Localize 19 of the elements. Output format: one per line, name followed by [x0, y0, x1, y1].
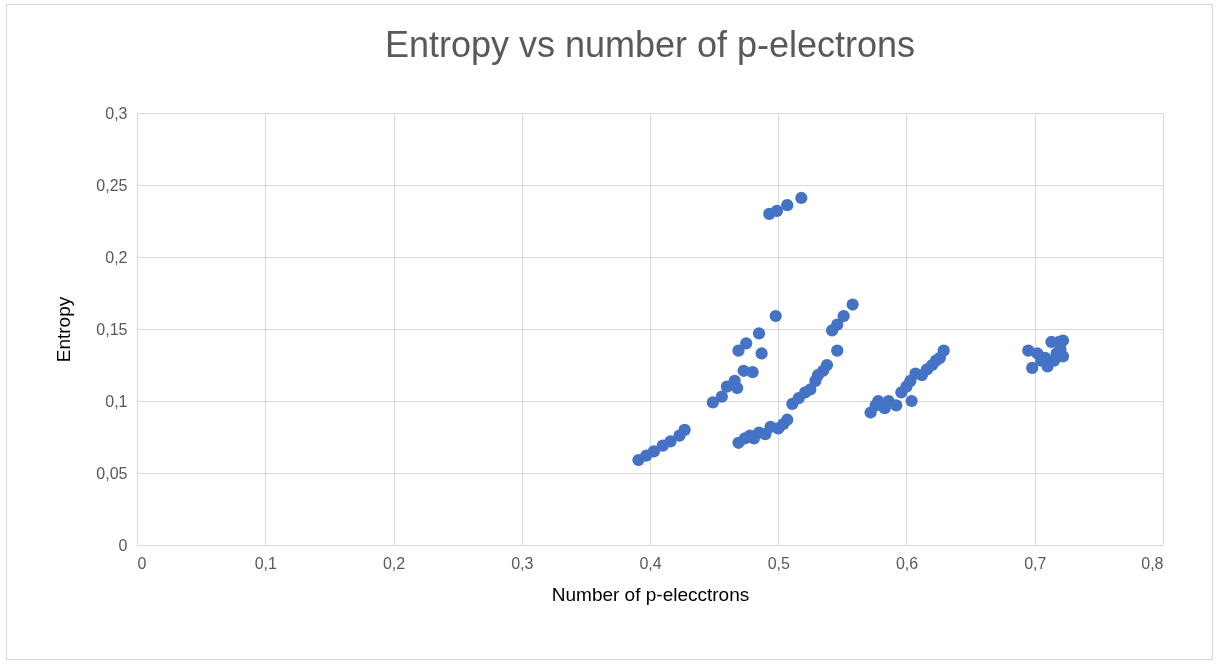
y-tick-label: 0: [118, 536, 128, 554]
y-axis-title: Entropy: [53, 296, 75, 363]
chart-title: Entropy vs number of p-electrons: [384, 24, 916, 65]
y-tick-label: 0,1: [105, 392, 128, 410]
y-tick-label: 0,2: [105, 248, 128, 266]
y-tick-label: 0,15: [96, 320, 128, 338]
x-tick-label: 0,2: [382, 554, 406, 572]
x-tick-label: 0,5: [767, 554, 790, 572]
x-tick-label: 0,8: [1141, 554, 1164, 572]
y-tick-label: 0,3: [105, 104, 128, 122]
x-axis-title: Number of p-elecctrons: [551, 583, 750, 605]
x-tick-label: 0,4: [639, 554, 662, 572]
x-tick-label: 0,7: [1024, 554, 1047, 572]
x-tick-label: 0: [137, 554, 147, 572]
x-tick-label: 0,3: [511, 554, 534, 572]
x-tick-label: 0,6: [895, 554, 919, 572]
x-tick-label: 0,1: [254, 554, 277, 572]
y-tick-label: 0,25: [96, 176, 128, 194]
y-tick-label: 0,05: [96, 464, 128, 482]
